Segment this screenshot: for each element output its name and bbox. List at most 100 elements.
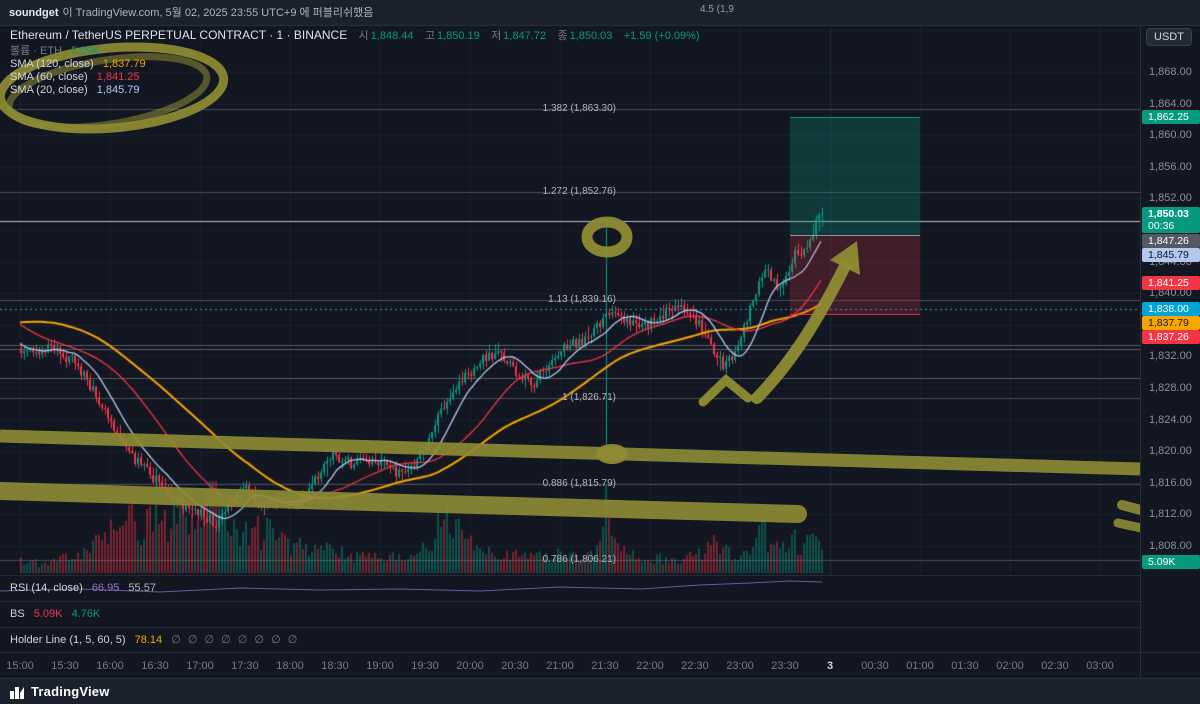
rsi-label[interactable]: RSI (14, close) — [10, 582, 83, 594]
time-label: 3 — [826, 660, 834, 672]
sma20-legend-row[interactable]: SMA (20, close) 1,845.79 — [10, 84, 140, 97]
price-badge: 5.09K — [1142, 555, 1200, 569]
long-position-profit-zone[interactable] — [789, 117, 920, 236]
time-label: 01:00 — [906, 660, 934, 672]
rsi-pane-legend[interactable]: RSI (14, close) 66.95 55.57 — [10, 582, 156, 595]
price-tick: 1,832.00 — [1149, 350, 1192, 363]
footer-bar: TradingView — [0, 678, 1200, 704]
pane-divider[interactable] — [0, 575, 1140, 576]
price-tick: 1,824.00 — [1149, 413, 1192, 426]
time-label: 15:30 — [51, 660, 79, 672]
ohlc-high-label: 고 — [424, 30, 435, 42]
time-label: 02:30 — [1041, 660, 1069, 672]
sma20-label: SMA (20, close) — [10, 84, 88, 96]
holder-line-label[interactable]: Holder Line (1, 5, 60, 5) — [10, 634, 126, 646]
publisher-username[interactable]: soundget — [9, 7, 59, 19]
price-badge: 1,837.26 — [1142, 330, 1200, 344]
time-label: 20:00 — [456, 660, 484, 672]
ohlc-close-label: 종 — [557, 30, 568, 42]
ohlc-high-value: 1,850.19 — [436, 30, 480, 42]
price-tick: 1,864.00 — [1149, 97, 1192, 110]
time-label: 23:30 — [771, 660, 799, 672]
ohlc-change: +1.59 (+0.09%) — [623, 30, 700, 42]
chart-region: 1.382 (1,863.30) 1.272 (1,852.76) 1.13 (1,… — [0, 26, 1200, 652]
price-badge: 1,850.03 00:36 — [1142, 207, 1200, 233]
sma60-legend-row[interactable]: SMA (60, close) 1,841.25 — [10, 71, 140, 84]
time-label: 03:00 — [1086, 660, 1114, 672]
time-label: 18:00 — [276, 660, 304, 672]
fib-label-partial: 4.5 (1,9 — [700, 4, 734, 14]
ohlc-low-value: 1,847.72 — [503, 30, 547, 42]
rsi-plot — [0, 580, 823, 593]
time-label: 16:30 — [141, 660, 169, 672]
price-badge: 1,847.26 — [1142, 234, 1200, 248]
sma120-value: 1,837.79 — [102, 58, 146, 70]
time-label: 01:30 — [951, 660, 979, 672]
sma60-label: SMA (60, close) — [10, 71, 88, 83]
price-badge: 1,837.79 — [1142, 316, 1200, 330]
ohlc-low-label: 저 — [491, 30, 502, 42]
time-label: 20:30 — [501, 660, 529, 672]
pane-divider[interactable] — [0, 601, 1140, 602]
symbol-row[interactable]: Ethereum / TetherUS PERPETUAL CONTRACT ·… — [10, 28, 700, 43]
pane-divider[interactable] — [0, 627, 1140, 628]
time-label: 17:00 — [186, 660, 214, 672]
publish-info-text: 이 TradingView.com, 5월 02, 2025 23:55 UTC… — [62, 7, 374, 19]
price-tick: 1,868.00 — [1149, 66, 1192, 78]
price-badge: 1,845.79 — [1142, 248, 1200, 262]
sma60-value: 1,841.25 — [96, 71, 140, 83]
ohlc-open-value: 1,848.44 — [370, 30, 414, 42]
price-tick: 1,856.00 — [1149, 160, 1192, 173]
price-tick: 1,808.00 — [1149, 540, 1192, 552]
time-label: 02:00 — [996, 660, 1024, 672]
volume-label: 볼륨 · ETH — [10, 45, 63, 57]
ohlc-close-value: 1,850.03 — [569, 30, 613, 42]
price-tick: 1,820.00 — [1149, 445, 1192, 458]
price-tick: 1,812.00 — [1149, 508, 1192, 521]
time-label: 15:00 — [6, 660, 34, 672]
publish-bar: soundget 이 TradingView.com, 5월 02, 2025 2… — [0, 0, 1200, 26]
time-label: 22:00 — [636, 660, 664, 672]
time-axis[interactable]: 15:00 15:30 16:00 16:30 17:00 17:30 18:00 18:30… — [0, 652, 1200, 679]
volume-value: 5.09K — [71, 45, 100, 57]
footer-brand[interactable]: TradingView — [31, 684, 110, 699]
bs-label[interactable]: BS — [10, 608, 25, 620]
tradingview-logo-icon[interactable] — [9, 684, 25, 700]
price-tick: 1,840.00 — [1149, 287, 1192, 300]
rsi-value-1: 66.95 — [91, 582, 120, 594]
price-axis[interactable]: 1,868.00 1,864.00 1,860.00 1,856.00 1,852.00… — [1140, 26, 1200, 652]
holder-line-empty-values: ∅ ∅ ∅ ∅ ∅ ∅ ∅ ∅ — [171, 634, 300, 646]
volume-legend-row[interactable]: 볼륨 · ETH 5.09K — [10, 45, 100, 58]
ohlc-open-label: 시 — [358, 30, 369, 42]
price-tick: 1,828.00 — [1149, 382, 1192, 394]
price-tick: 1,860.00 — [1149, 129, 1192, 142]
holder-line-value: 78.14 — [134, 634, 163, 646]
price-badge: 1,838.00 — [1142, 302, 1200, 316]
sma20-value: 1,845.79 — [96, 84, 140, 96]
time-label: 21:30 — [591, 660, 619, 672]
time-label: 21:00 — [546, 660, 574, 672]
bs-value-2: 4.76K — [71, 608, 101, 620]
bs-value-1: 5.09K — [33, 608, 63, 620]
holder-line-pane-legend[interactable]: Holder Line (1, 5, 60, 5) 78.14 ∅ ∅ ∅ ∅ … — [10, 634, 299, 647]
currency-toggle-button[interactable]: USDT — [1146, 28, 1192, 46]
long-position-stop-zone[interactable] — [789, 235, 920, 315]
sma120-legend-row[interactable]: SMA (120, close) 1,837.79 — [10, 58, 146, 71]
price-badge: 1,862.25 — [1142, 110, 1200, 124]
time-label: 18:30 — [321, 660, 349, 672]
symbol-title[interactable]: Ethereum / TetherUS PERPETUAL CONTRACT ·… — [10, 28, 348, 42]
rsi-value-2: 55.57 — [128, 582, 156, 594]
time-label: 17:30 — [231, 660, 259, 672]
bs-pane-legend[interactable]: BS 5.09K 4.76K — [10, 608, 100, 621]
time-label: 22:30 — [681, 660, 709, 672]
candlestick-chart-canvas[interactable] — [0, 26, 1140, 575]
time-label: 23:00 — [726, 660, 754, 672]
price-tick: 1,816.00 — [1149, 476, 1192, 489]
price-tick: 1,852.00 — [1149, 192, 1192, 205]
price-badge: 1,841.25 — [1142, 276, 1200, 290]
time-label: 19:30 — [411, 660, 439, 672]
time-label: 16:00 — [96, 660, 124, 672]
time-label: 00:30 — [861, 660, 889, 672]
sma120-label: SMA (120, close) — [10, 58, 94, 70]
